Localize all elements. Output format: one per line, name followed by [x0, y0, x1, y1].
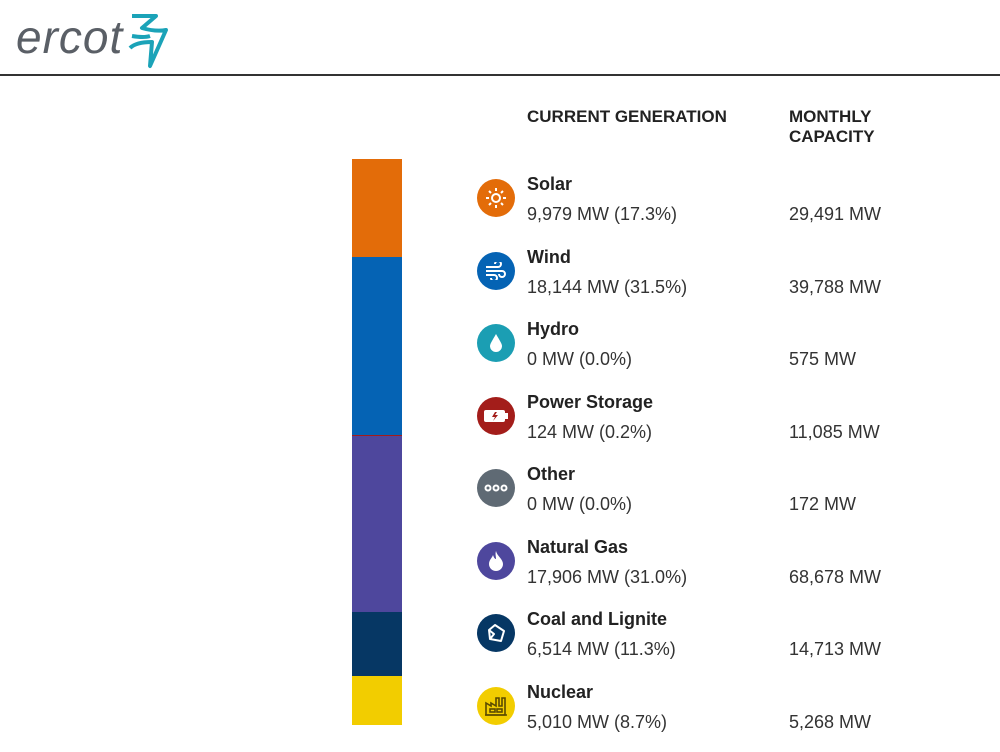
source-name: Nuclear [527, 681, 594, 702]
ercot-logo[interactable]: ercot [16, 11, 124, 63]
header: ercot [0, 0, 1000, 76]
current-generation: 124 MW (0.2%) [527, 421, 653, 442]
source-name: Hydro [527, 319, 580, 339]
monthly-capacity: 14,713 MW [789, 639, 882, 659]
current-generation: 5,010 MW (8.7%) [527, 711, 668, 732]
source-name: Natural Gas [527, 536, 629, 557]
bar-segment-nuclear [352, 675, 402, 725]
source-name: Solar [527, 174, 573, 194]
ellipsis-icon [477, 469, 515, 507]
monthly-capacity: 172 MW [789, 494, 857, 514]
current-generation: 0 MW (0.0%) [527, 349, 633, 369]
wind-icon [477, 251, 515, 290]
source-row: Natural Gas 17,906 MW (31.0%) 68,678 MW [477, 537, 927, 607]
current-generation: 18,144 MW (31.5%) [527, 276, 688, 297]
current-generation: 6,514 MW (11.3%) [527, 639, 676, 659]
monthly-capacity: 68,678 MW [789, 566, 882, 587]
sun-icon [477, 179, 515, 217]
monthly-capacity: 5,268 MW [789, 711, 872, 732]
current-generation-header: CURRENT GENERATION [527, 107, 727, 126]
coal-icon [477, 614, 515, 652]
source-row: Nuclear 5,010 MW (8.7%) 5,268 MW [477, 682, 927, 752]
flame-icon [477, 541, 515, 580]
current-generation: 0 MW (0.0%) [527, 494, 633, 514]
current-generation: 9,979 MW (17.3%) [527, 204, 678, 224]
monthly-capacity-header: MONTHLY CAPACITY [789, 107, 875, 146]
monthly-capacity: 39,788 MW [789, 276, 882, 297]
monthly-capacity: 575 MW [789, 349, 857, 369]
source-row: Hydro 0 MW (0.0%) 575 MW [477, 319, 927, 389]
source-name: Coal and Lignite [527, 609, 668, 629]
source-row: Wind 18,144 MW (31.5%) 39,788 MW [477, 247, 927, 317]
source-row: Other 0 MW (0.0%) 172 MW [477, 464, 927, 534]
water-drop-icon [477, 324, 515, 362]
monthly-capacity: 29,491 MW [789, 204, 882, 224]
monthly-capacity: 11,085 MW [789, 421, 880, 442]
bar-segment-coal-and-lignite [352, 611, 402, 676]
power-plant-icon [477, 686, 515, 725]
bar-segment-wind [352, 256, 402, 436]
source-row: Power Storage 124 MW (0.2%) 11,085 MW [477, 392, 927, 462]
bar-segment-natural-gas [352, 436, 402, 612]
source-name: Power Storage [527, 391, 654, 412]
source-row: Coal and Lignite 6,514 MW (11.3%) 14,713… [477, 609, 927, 679]
source-name: Wind [527, 246, 571, 267]
source-row: Solar 9,979 MW (17.3%) 29,491 MW [477, 174, 927, 244]
battery-icon [477, 396, 515, 435]
current-generation: 17,906 MW (31.0%) [527, 566, 688, 587]
bar-segment-solar [352, 159, 402, 257]
lightning-logo-icon [128, 14, 168, 68]
bar-segment-power-storage [352, 435, 402, 437]
source-name: Other [527, 464, 576, 484]
